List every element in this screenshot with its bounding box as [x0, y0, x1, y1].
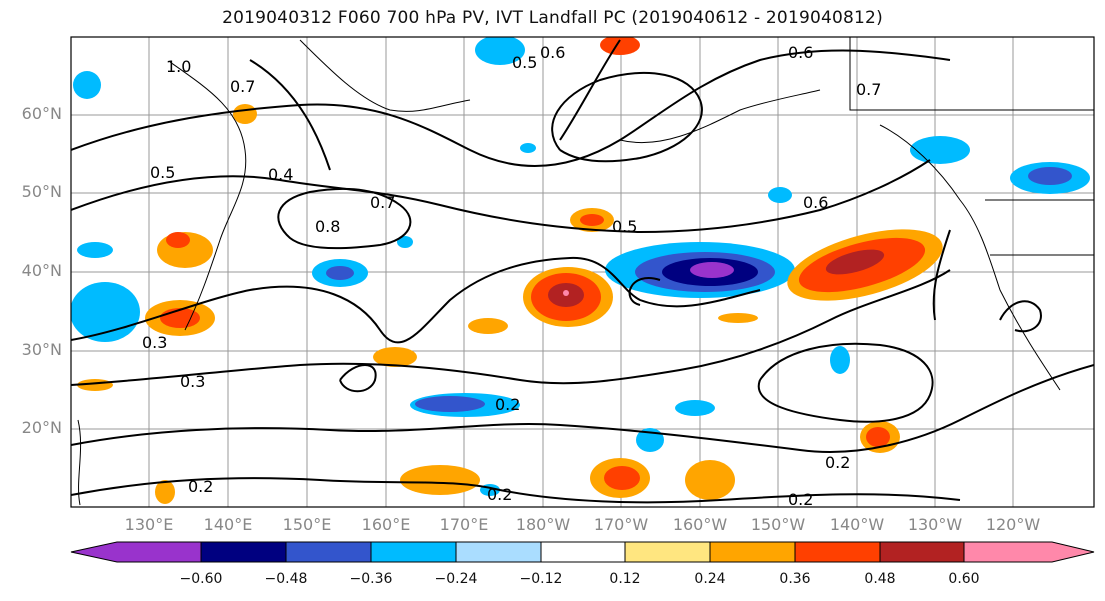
lon-label: 160°E [361, 515, 411, 534]
contour-label: 0.5 [150, 163, 175, 182]
colorbar-box [370, 541, 457, 563]
lon-label: 160°W [672, 515, 728, 534]
lon-label: 130°E [124, 515, 174, 534]
colorbar-tick: −0.48 [264, 571, 308, 587]
contour-label: 0.8 [315, 217, 340, 236]
colorbar-box [540, 541, 626, 563]
colorbar-extend-high [963, 541, 1095, 563]
lat-label: 50°N [21, 182, 62, 201]
colorbar-box [709, 541, 796, 563]
colorbar [70, 541, 1095, 563]
lon-label: 130°W [907, 515, 963, 534]
colorbar-tick: −0.24 [434, 571, 478, 587]
colorbar-tick: 0.60 [948, 571, 980, 587]
coastlines [77, 37, 1094, 506]
colorbar-tick: 0.12 [609, 571, 641, 587]
contour-label: 0.4 [268, 165, 293, 184]
contour-label: 0.7 [856, 80, 881, 99]
pv-shading [71, 37, 1090, 504]
lon-label: 140°E [203, 515, 253, 534]
contour-label: 0.3 [142, 333, 167, 352]
contours [71, 39, 1094, 504]
colorbar-tick: 0.48 [864, 571, 896, 587]
colorbar-box [200, 541, 287, 563]
contour-label: 0.2 [487, 485, 512, 504]
colorbar-box [285, 541, 372, 563]
lat-label: 40°N [21, 261, 62, 280]
contour-label: 0.5 [612, 217, 637, 236]
contour-label: 0.7 [230, 77, 255, 96]
colorbar-tick: 0.24 [694, 571, 726, 587]
lat-label: 60°N [21, 104, 62, 123]
contour-label: 0.7 [370, 193, 395, 212]
lat-label: 30°N [21, 340, 62, 359]
lon-label: 140°W [829, 515, 885, 534]
contour-label: 0.6 [540, 43, 565, 62]
contour-label: 0.2 [188, 477, 213, 496]
lon-label: 170°W [593, 515, 649, 534]
contour-labels: 1.0 0.7 0.8 0.7 0.5 0.6 0.6 0.7 0.5 0.3 … [142, 43, 881, 509]
contour-label: 1.0 [166, 57, 191, 76]
colorbar-box [879, 541, 965, 563]
lon-label: 120°W [985, 515, 1041, 534]
contour-label: 0.6 [803, 193, 828, 212]
contour-label: 0.2 [788, 490, 813, 509]
colorbar-box [455, 541, 542, 563]
colorbar-extend-low [70, 541, 202, 563]
contour-label: 0.6 [788, 43, 813, 62]
contour-label: 0.3 [180, 372, 205, 391]
colorbar-tick: −0.12 [519, 571, 563, 587]
lon-label: 170°E [439, 515, 489, 534]
map-frame [70, 36, 1095, 508]
colorbar-tick: 0.36 [779, 571, 811, 587]
colorbar-tick: −0.36 [349, 571, 393, 587]
colorbar-box [794, 541, 881, 563]
lat-label: 20°N [21, 418, 62, 437]
lon-label: 180°W [515, 515, 571, 534]
contour-label: 0.5 [512, 53, 537, 72]
lon-label: 150°W [750, 515, 806, 534]
map-title: 2019040312 F060 700 hPa PV, IVT Landfall… [222, 8, 883, 28]
contour-label: 0.2 [825, 453, 850, 472]
colorbar-tick: −0.60 [179, 571, 223, 587]
colorbar-box [624, 541, 711, 563]
lon-label: 150°E [282, 515, 332, 534]
contour-label: 0.2 [495, 395, 520, 414]
